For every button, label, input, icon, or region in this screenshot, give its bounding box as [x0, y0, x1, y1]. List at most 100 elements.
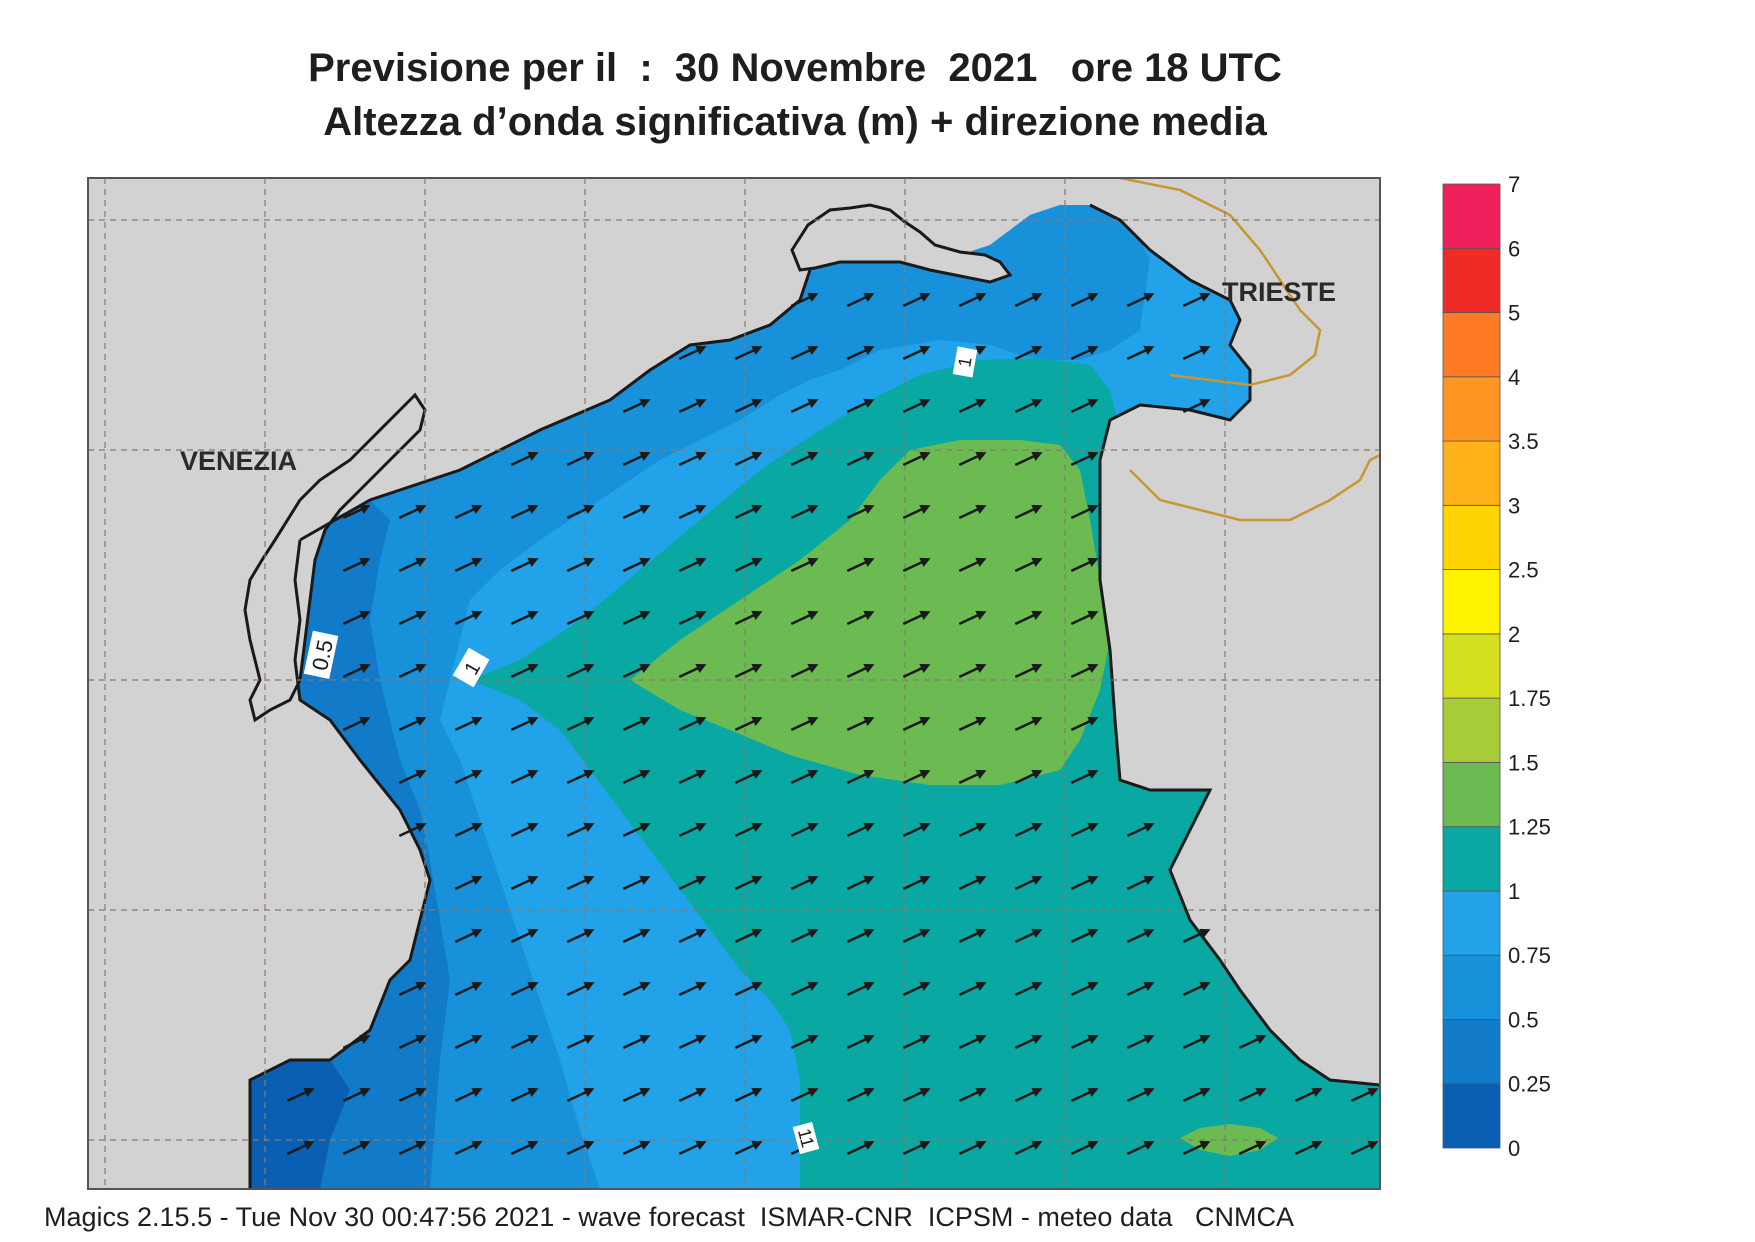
direction-arrow — [1182, 1034, 1211, 1050]
direction-arrow — [678, 875, 707, 891]
direction-arrow — [902, 716, 931, 732]
svg-text:0.5: 0.5 — [307, 638, 338, 673]
direction-arrow — [958, 822, 987, 838]
direction-arrow — [1070, 1087, 1099, 1103]
direction-arrow — [1294, 1087, 1323, 1103]
legend-swatch — [1442, 569, 1501, 635]
direction-arrow — [790, 610, 819, 626]
contour-label: 1 — [452, 647, 490, 688]
direction-arrow — [734, 1140, 763, 1156]
direction-arrow — [790, 292, 819, 308]
direction-arrow — [902, 398, 931, 414]
direction-arrow — [678, 822, 707, 838]
direction-arrow — [566, 504, 595, 520]
direction-arrow — [734, 928, 763, 944]
direction-arrow — [622, 1034, 651, 1050]
direction-arrow — [342, 663, 371, 679]
direction-arrow — [790, 451, 819, 467]
direction-arrow — [566, 769, 595, 785]
direction-arrow — [958, 875, 987, 891]
direction-arrow — [622, 451, 651, 467]
direction-arrow — [1014, 1034, 1043, 1050]
legend-level-label: 0.75 — [1508, 943, 1551, 968]
direction-arrow — [1014, 716, 1043, 732]
direction-arrow — [1014, 875, 1043, 891]
legend-level-label: 1 — [1508, 879, 1520, 904]
direction-arrow — [1294, 1140, 1323, 1156]
direction-arrow — [678, 504, 707, 520]
direction-arrow — [734, 557, 763, 573]
direction-arrow — [678, 981, 707, 997]
direction-arrow — [342, 504, 371, 520]
direction-arrow — [566, 1034, 595, 1050]
direction-arrow — [510, 981, 539, 997]
direction-arrow — [342, 1140, 371, 1156]
direction-arrow — [566, 716, 595, 732]
direction-arrow — [902, 769, 931, 785]
direction-arrow — [510, 1087, 539, 1103]
direction-arrow — [622, 769, 651, 785]
direction-arrow — [566, 928, 595, 944]
direction-arrow — [902, 822, 931, 838]
direction-arrow — [566, 451, 595, 467]
direction-arrow — [846, 504, 875, 520]
direction-arrow — [790, 875, 819, 891]
direction-arrow — [1182, 928, 1211, 944]
direction-arrow — [902, 981, 931, 997]
direction-arrow — [1014, 504, 1043, 520]
direction-arrow — [1014, 822, 1043, 838]
direction-arrow — [1014, 345, 1043, 361]
direction-arrow — [454, 1034, 483, 1050]
direction-arrow — [510, 822, 539, 838]
direction-arrow — [398, 610, 427, 626]
wave-direction-arrows — [286, 292, 1379, 1156]
direction-arrow — [510, 663, 539, 679]
direction-arrow — [958, 716, 987, 732]
direction-arrow — [1070, 928, 1099, 944]
direction-arrow — [846, 769, 875, 785]
direction-arrow — [398, 769, 427, 785]
direction-arrow — [1350, 1140, 1379, 1156]
legend-swatch — [1442, 183, 1501, 249]
direction-arrow — [1014, 610, 1043, 626]
direction-arrow — [1126, 1087, 1155, 1103]
direction-arrow — [846, 822, 875, 838]
direction-arrow — [1182, 1087, 1211, 1103]
map-border — [87, 177, 1381, 1190]
direction-arrow — [846, 875, 875, 891]
legend-level-label: 0.5 — [1508, 1007, 1539, 1032]
direction-arrow — [958, 398, 987, 414]
direction-arrow — [1014, 398, 1043, 414]
direction-arrow — [398, 557, 427, 573]
direction-arrow — [454, 504, 483, 520]
direction-arrow — [1126, 981, 1155, 997]
direction-arrow — [1014, 292, 1043, 308]
legend-swatch — [1442, 440, 1501, 506]
direction-arrow — [566, 822, 595, 838]
direction-arrow — [566, 557, 595, 573]
direction-arrow — [510, 716, 539, 732]
direction-arrow — [566, 1140, 595, 1156]
direction-arrow — [566, 1087, 595, 1103]
direction-arrow — [958, 1034, 987, 1050]
direction-arrow — [790, 557, 819, 573]
direction-arrow — [790, 663, 819, 679]
legend-level-label: 7 — [1508, 172, 1520, 197]
direction-arrow — [1238, 1087, 1267, 1103]
direction-arrow — [622, 981, 651, 997]
direction-arrow — [454, 875, 483, 891]
direction-arrow — [902, 557, 931, 573]
direction-arrow — [902, 1034, 931, 1050]
footer-credits: Magics 2.15.5 - Tue Nov 30 00:47:56 2021… — [44, 1202, 1295, 1232]
direction-arrow — [510, 557, 539, 573]
direction-arrow — [398, 1087, 427, 1103]
direction-arrow — [1014, 1140, 1043, 1156]
direction-arrow — [398, 663, 427, 679]
direction-arrow — [622, 1087, 651, 1103]
direction-arrow — [902, 345, 931, 361]
direction-arrow — [678, 610, 707, 626]
direction-arrow — [790, 504, 819, 520]
city-label-trieste: TRIESTE — [1222, 277, 1336, 307]
legend-swatch — [1442, 762, 1501, 828]
legend-level-label: 3.5 — [1508, 429, 1539, 454]
